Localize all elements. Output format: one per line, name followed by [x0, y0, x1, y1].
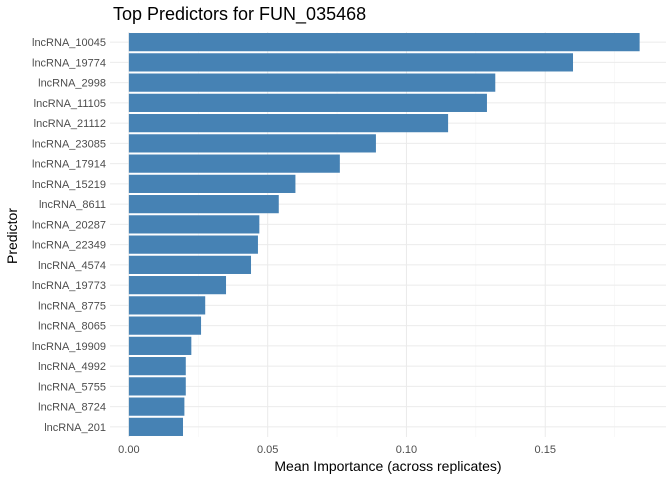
bar — [128, 174, 296, 193]
y-tick-label: lncRNA_8611 — [39, 199, 106, 211]
y-tick-label: lncRNA_2998 — [38, 78, 106, 90]
bar — [128, 93, 487, 112]
bar — [128, 255, 252, 274]
y-tick-label: lncRNA_11105 — [34, 98, 106, 110]
y-tick-label: lncRNA_8775 — [38, 300, 106, 312]
y-tick-label: lncRNA_20287 — [32, 219, 106, 231]
y-tick-label: lncRNA_4574 — [38, 260, 106, 272]
y-tick-label: lncRNA_10045 — [32, 37, 106, 49]
bar — [128, 296, 206, 315]
bar — [128, 134, 376, 153]
bar — [128, 417, 184, 436]
bar — [128, 235, 258, 254]
x-tick-label: 0.10 — [396, 444, 417, 456]
bar — [128, 316, 202, 335]
y-tick-labels: lncRNA_10045 lncRNA_19774 lncRNA_2998 lncRN… — [32, 37, 106, 434]
x-tick-label: 0.15 — [535, 444, 556, 456]
bar — [128, 154, 340, 173]
y-tick-label: lncRNA_4992 — [38, 361, 106, 373]
y-tick-label: lncRNA_17914 — [32, 159, 106, 171]
y-tick-label: lncRNA_21112 — [34, 118, 106, 130]
y-tick-label: lncRNA_8065 — [38, 321, 106, 333]
y-tick-label: lncRNA_19774 — [32, 57, 106, 69]
x-tick-labels: 0.00 0.05 0.10 0.15 — [118, 444, 556, 456]
y-tick-label: lncRNA_23085 — [32, 138, 106, 150]
y-tick-label: lncRNA_8724 — [38, 402, 106, 414]
y-tick-label: lncRNA_22349 — [32, 240, 106, 252]
y-tick-label: lncRNA_19909 — [32, 341, 106, 353]
x-tick-label: 0.05 — [257, 444, 278, 456]
gridlines — [110, 32, 666, 437]
bar — [128, 73, 496, 92]
x-tick-label: 0.00 — [118, 444, 139, 456]
x-axis-label: Mean Importance (across replicates) — [274, 458, 501, 474]
bar — [128, 33, 640, 52]
y-axis-label: Predictor — [4, 208, 20, 264]
bar — [128, 336, 192, 355]
bar — [128, 195, 279, 214]
y-tick-label: lncRNA_201 — [44, 422, 106, 434]
y-tick-label: lncRNA_5755 — [38, 381, 106, 393]
y-tick-label: lncRNA_19773 — [32, 280, 106, 292]
y-tick-label: lncRNA_15219 — [32, 179, 106, 191]
bar — [128, 276, 227, 295]
bar — [128, 357, 186, 376]
bar — [128, 215, 260, 234]
bar — [128, 114, 449, 133]
chart-title: Top Predictors for FUN_035468 — [113, 4, 366, 25]
bar — [128, 397, 185, 416]
bars — [128, 33, 640, 436]
bar — [128, 53, 574, 72]
bar — [128, 377, 186, 396]
